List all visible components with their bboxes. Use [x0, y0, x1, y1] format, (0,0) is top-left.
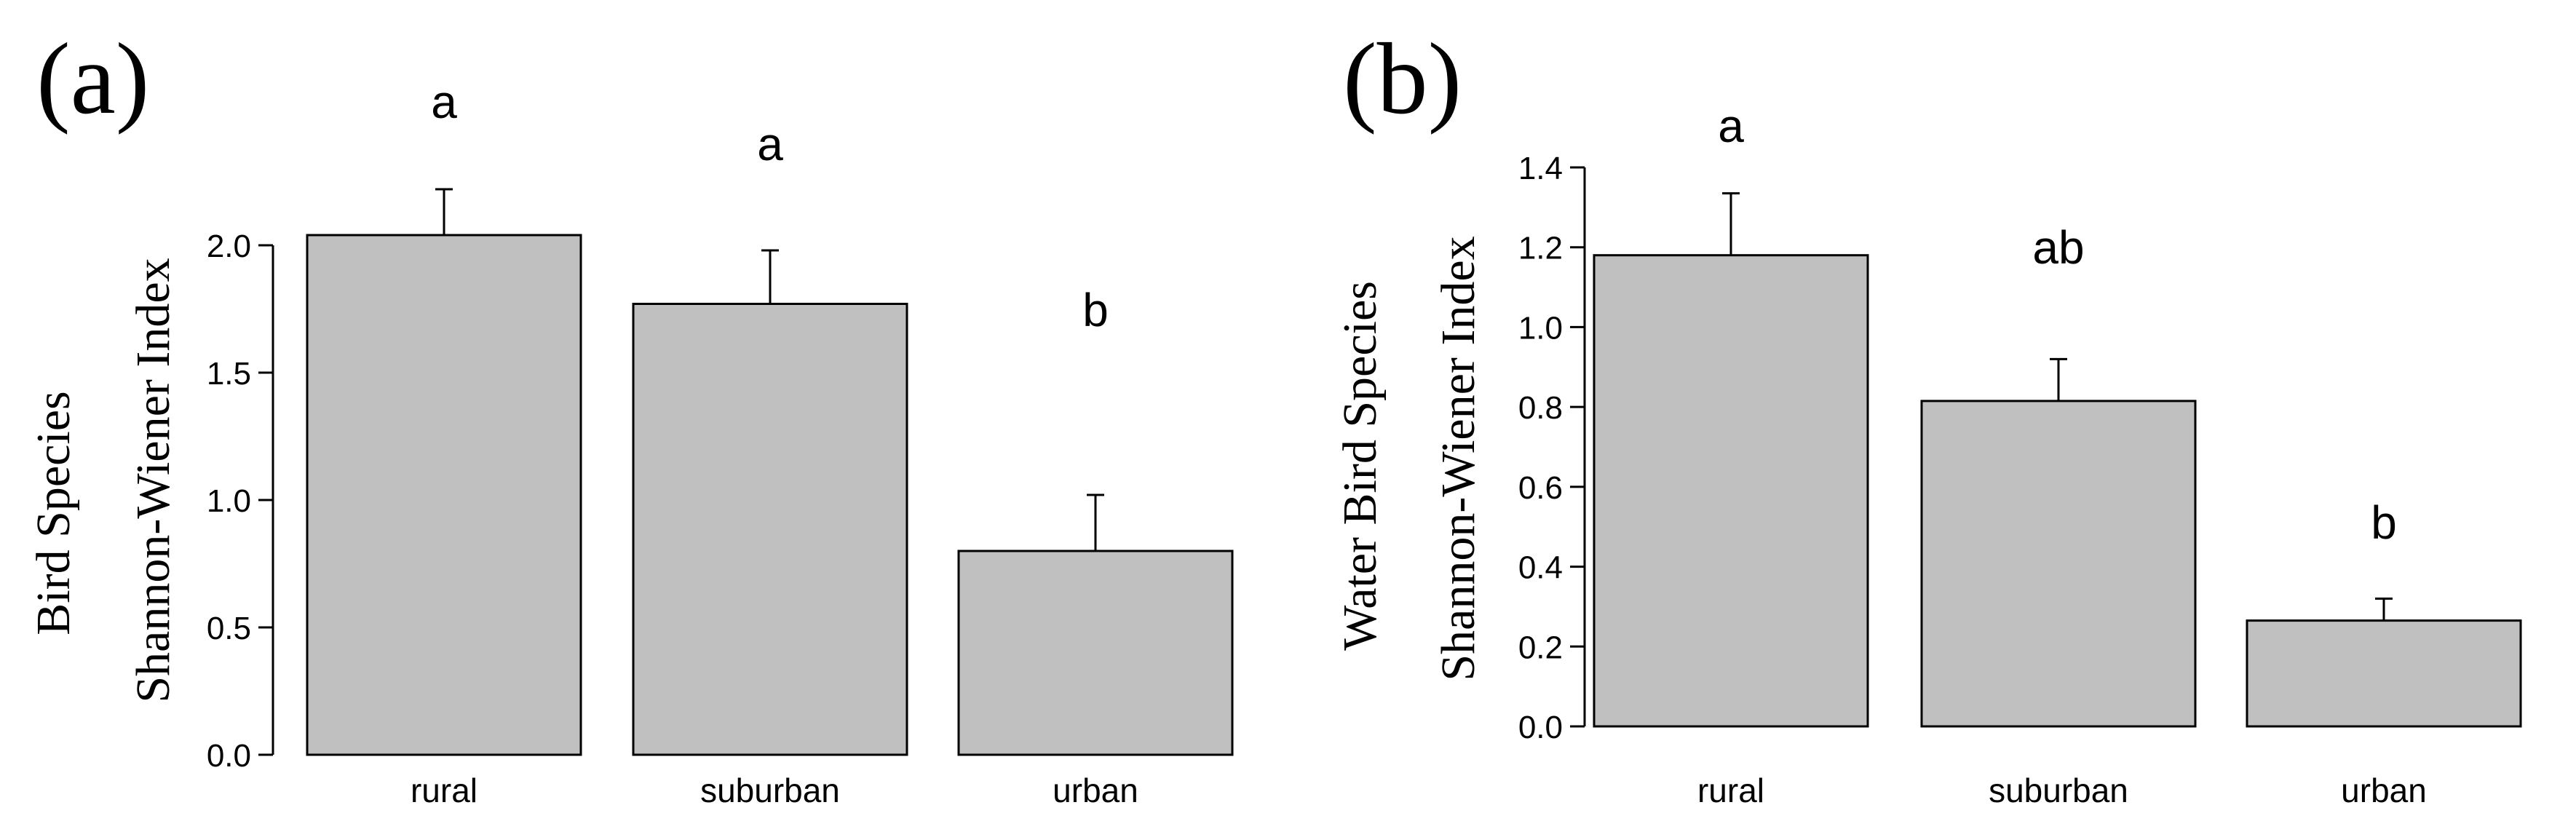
panel-b-bar-suburban [1920, 400, 2197, 728]
panel-a-y-ticks: 0.0 0.5 1.0 1.5 2.0 [207, 229, 273, 774]
panel-b-ytick-label: 1.2 [1518, 231, 1563, 266]
panel-a-significance-label: a [757, 118, 783, 170]
panel-b-significance-label: b [2371, 496, 2397, 549]
panel-a-category-label: rural [411, 772, 477, 809]
panel-b: (b) Water Bird Species Shannon-Wiener In… [1333, 23, 2522, 809]
panel-a-bar-urban [957, 550, 1234, 756]
panel-b-ytick-label: 1.0 [1518, 310, 1563, 346]
panel-b-significance-label: a [1718, 100, 1744, 152]
panel-a-ytick-label: 0.0 [207, 738, 251, 774]
panel-a: (a) Bird Species Shannon-Wiener Index 0.… [27, 23, 1234, 809]
panel-b-category-label: suburban [1989, 772, 2128, 809]
panel-a-bars: rural a suburban a urban b [306, 76, 1234, 809]
panel-b-ylabel-line2: Shannon-Wiener Index [1432, 236, 1485, 681]
panel-b-ytick-label: 0.2 [1518, 630, 1563, 665]
panel-a-category-label: suburban [700, 772, 840, 809]
panel-b-ytick-label: 0.4 [1518, 550, 1563, 586]
panel-b-category-label: rural [1697, 772, 1764, 809]
panel-a-ylabel-line1: Bird Species [27, 391, 80, 635]
panel-b-category-label: urban [2341, 772, 2427, 809]
panel-a-ytick-label: 0.5 [207, 611, 251, 646]
panel-b-ytick-label: 0.8 [1518, 390, 1563, 426]
panel-a-ylabel-line2: Shannon-Wiener Index [127, 258, 180, 702]
panel-a-bar-rural [306, 234, 582, 756]
panel-b-bars: rural a suburban ab urban b [1593, 100, 2522, 809]
panel-a-ytick-label: 2.0 [207, 229, 251, 264]
panel-b-ytick-label: 0.0 [1518, 710, 1563, 745]
panel-a-ytick-label: 1.0 [207, 483, 251, 519]
panel-b-label: (b) [1343, 23, 1462, 135]
panel-b-bar-rural [1593, 254, 1869, 728]
panel-b-ylabel-line1: Water Bird Species [1333, 281, 1387, 651]
panel-a-significance-label: b [1082, 284, 1109, 336]
panel-a-category-label: urban [1053, 772, 1138, 809]
panel-b-ytick-label: 1.4 [1518, 151, 1563, 186]
panel-b-ytick-label: 0.6 [1518, 470, 1563, 506]
panel-a-ytick-label: 1.5 [207, 356, 251, 392]
panel-b-bar-urban [2246, 619, 2522, 728]
panel-a-label: (a) [36, 23, 149, 135]
panel-a-significance-label: a [431, 76, 457, 128]
panel-b-y-ticks: 0.0 0.2 0.4 0.6 0.8 1.0 1.2 1.4 [1518, 151, 1585, 745]
panel-b-significance-label: ab [2032, 221, 2084, 274]
panel-a-bar-suburban [632, 303, 908, 756]
